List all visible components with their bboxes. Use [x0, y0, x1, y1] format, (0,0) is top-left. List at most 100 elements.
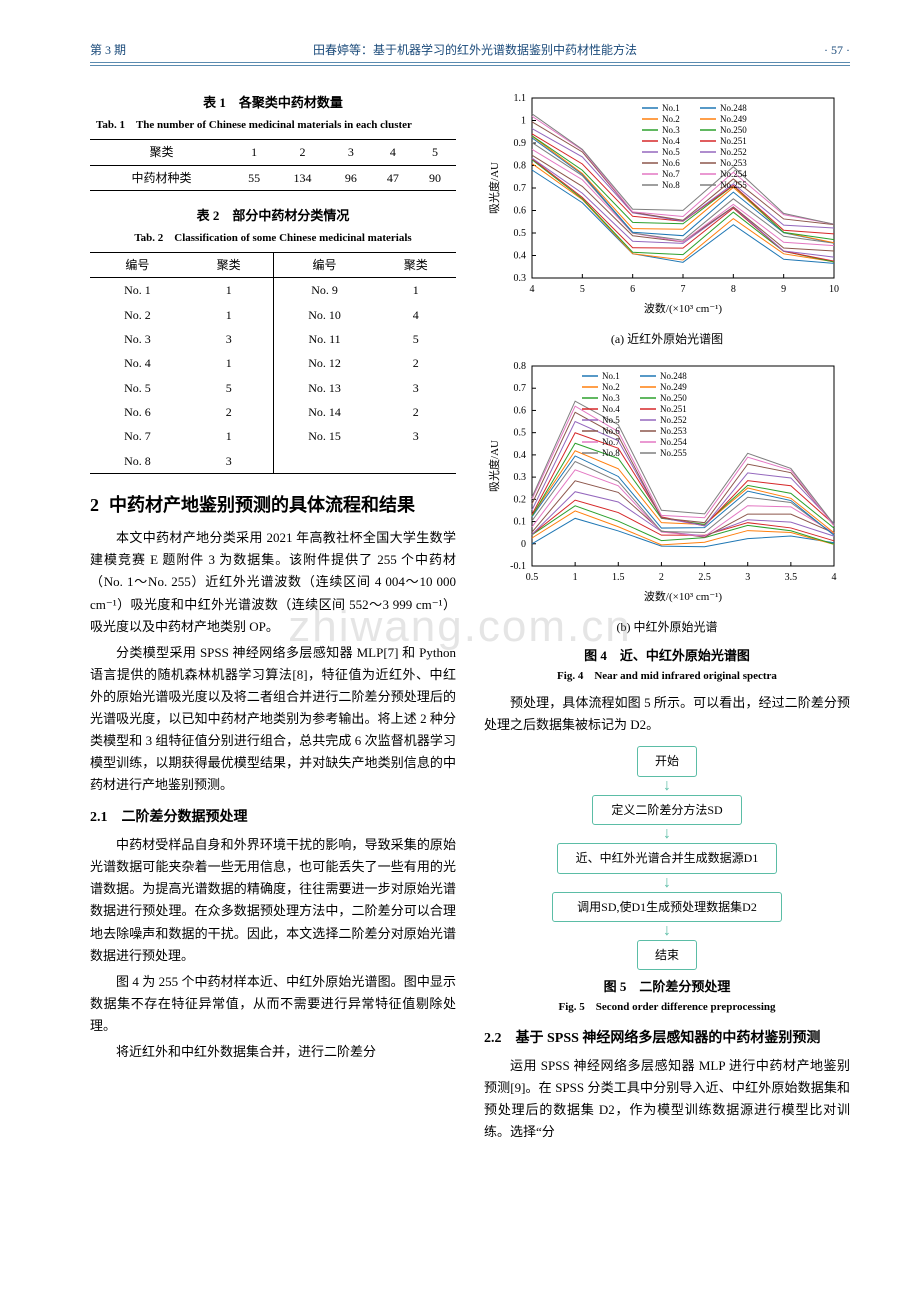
svg-text:0.8: 0.8	[514, 361, 527, 372]
svg-text:No.1: No.1	[662, 103, 680, 113]
running-header: 第 3 期 田春婷等：基于机器学习的红外光谱数据鉴别中药材性能方法 · 57 ·	[90, 40, 850, 63]
flow-arrow-icon: ↓	[484, 826, 850, 842]
svg-text:7: 7	[681, 284, 686, 295]
running-title: 田春婷等：基于机器学习的红外光谱数据鉴别中药材性能方法	[313, 40, 637, 60]
svg-text:0.9: 0.9	[514, 138, 527, 149]
table1-r0c1: 55	[233, 165, 275, 190]
svg-text:No.249: No.249	[720, 114, 747, 124]
fig5-caption-en: Fig. 5 Second order difference preproces…	[484, 998, 850, 1017]
svg-text:No.250: No.250	[720, 125, 747, 135]
subsection-2-1-heading: 2.1 二阶差分数据预处理	[90, 806, 456, 830]
svg-text:No.253: No.253	[660, 426, 687, 436]
svg-text:No.248: No.248	[720, 103, 747, 113]
svg-text:2: 2	[659, 572, 664, 583]
svg-text:吸光度/AU: 吸光度/AU	[487, 162, 501, 214]
svg-text:No.4: No.4	[662, 136, 680, 146]
table1-r0c0: 中药材种类	[90, 165, 233, 190]
table1-h1: 1	[233, 140, 275, 165]
svg-text:No.255: No.255	[660, 448, 687, 458]
svg-text:1: 1	[573, 572, 578, 583]
fig5-caption-cn: 图 5 二阶差分预处理	[484, 976, 850, 998]
flow-arrow-icon: ↓	[484, 923, 850, 939]
svg-text:No.7: No.7	[662, 169, 680, 179]
right-p1: 预处理，具体流程如图 5 所示。可以看出，经过二阶差分预处理之后数据集被标记为 …	[484, 692, 850, 736]
header-rule	[90, 65, 850, 66]
table2-title-cn: 表 2 部分中药材分类情况	[90, 205, 456, 227]
table1-h2: 2	[275, 140, 330, 165]
table1-h0: 聚类	[90, 140, 233, 165]
svg-text:No.8: No.8	[662, 180, 680, 190]
svg-text:0.2: 0.2	[514, 494, 527, 505]
svg-text:波数/(×10³ cm⁻¹): 波数/(×10³ cm⁻¹)	[644, 302, 723, 315]
table2: 编号聚类No. 11No. 21No. 33No. 41No. 55No. 62…	[90, 252, 456, 475]
svg-text:8: 8	[731, 284, 736, 295]
section-2-heading: 2中药材产地鉴别预测的具体流程和结果	[90, 492, 456, 519]
svg-text:1.1: 1.1	[514, 93, 527, 104]
table1-r0c2: 134	[275, 165, 330, 190]
svg-text:1.5: 1.5	[612, 572, 625, 583]
svg-text:0.7: 0.7	[514, 183, 527, 194]
flow-arrow-icon: ↓	[484, 875, 850, 891]
svg-text:No.3: No.3	[602, 393, 620, 403]
svg-text:4: 4	[530, 284, 535, 295]
svg-text:No.5: No.5	[662, 147, 680, 157]
sec21-p2: 图 4 为 255 个中药材样本近、中红外原始光谱图。图中显示数据集不存在特征异…	[90, 971, 456, 1037]
svg-text:No.251: No.251	[720, 136, 747, 146]
svg-text:2.5: 2.5	[698, 572, 711, 583]
svg-text:0.4: 0.4	[514, 450, 527, 461]
svg-text:No.251: No.251	[660, 404, 687, 414]
svg-text:0.4: 0.4	[514, 251, 527, 262]
table1-r0c5: 90	[414, 165, 456, 190]
left-column: 表 1 各聚类中药材数量 Tab. 1 The number of Chines…	[90, 86, 456, 1147]
svg-text:0.3: 0.3	[514, 472, 527, 483]
table2-left: 编号聚类No. 11No. 21No. 33No. 41No. 55No. 62…	[90, 252, 273, 475]
svg-text:No.2: No.2	[602, 382, 620, 392]
fig4b-subcaption: (b) 中红外原始光谱	[484, 617, 850, 637]
table1-r0c4: 47	[372, 165, 414, 190]
sec22-p1: 运用 SPSS 神经网络多层感知器 MLP 进行中药材产地鉴别预测[9]。在 S…	[484, 1055, 850, 1143]
svg-text:No.2: No.2	[662, 114, 680, 124]
svg-text:0.5: 0.5	[526, 572, 539, 583]
sec2-p2: 分类模型采用 SPSS 神经网络多层感知器 MLP[7] 和 Python 语言…	[90, 642, 456, 797]
table2-right: 编号聚类No. 91No. 104No. 115No. 122No. 133No…	[273, 252, 457, 475]
section-2-num: 2	[90, 495, 99, 515]
sec21-p3: 将近红外和中红外数据集合并，进行二阶差分	[90, 1041, 456, 1063]
svg-text:No.249: No.249	[660, 382, 687, 392]
svg-text:No.252: No.252	[720, 147, 747, 157]
table1-r0c3: 96	[330, 165, 372, 190]
svg-text:1: 1	[521, 116, 526, 127]
svg-text:No.5: No.5	[602, 415, 620, 425]
table1-title-cn: 表 1 各聚类中药材数量	[90, 92, 456, 114]
right-column: 456789100.30.40.50.60.70.80.911.1波数/(×10…	[484, 86, 850, 1147]
svg-text:3: 3	[745, 572, 750, 583]
sec21-p1: 中药材受样品自身和外界环境干扰的影响，导致采集的原始光谱数据可能夹杂着一些无用信…	[90, 834, 456, 967]
svg-text:0.1: 0.1	[514, 516, 527, 527]
flow-node: 近、中红外光谱合并生成数据源D1	[557, 843, 777, 873]
svg-text:0.6: 0.6	[514, 206, 527, 217]
table1-h5: 5	[414, 140, 456, 165]
fig4-caption-en: Fig. 4 Near and mid infrared original sp…	[484, 667, 850, 686]
fig4-caption-cn: 图 4 近、中红外原始光谱图	[484, 645, 850, 667]
svg-text:No.3: No.3	[662, 125, 680, 135]
svg-text:6: 6	[630, 284, 635, 295]
svg-text:No.254: No.254	[720, 169, 747, 179]
svg-text:波数/(×10³ cm⁻¹): 波数/(×10³ cm⁻¹)	[644, 590, 723, 603]
subsection-2-2-heading: 2.2 基于 SPSS 神经网络多层感知器的中药材鉴别预测	[484, 1027, 850, 1051]
svg-text:0.3: 0.3	[514, 273, 527, 284]
sec2-p1: 本文中药材产地分类采用 2021 年高教社杯全国大学生数学建模竞赛 E 题附件 …	[90, 527, 456, 637]
fig4a-subcaption: (a) 近红外原始光谱图	[484, 329, 850, 349]
svg-text:吸光度/AU: 吸光度/AU	[487, 440, 501, 492]
flow-arrow-icon: ↓	[484, 778, 850, 794]
svg-text:0.8: 0.8	[514, 161, 527, 172]
table1-h4: 4	[372, 140, 414, 165]
svg-text:No.248: No.248	[660, 371, 687, 381]
svg-text:0.7: 0.7	[514, 383, 527, 394]
fig4b-chart: 0.511.522.533.54-0.100.10.20.30.40.50.60…	[484, 358, 850, 615]
svg-text:3.5: 3.5	[785, 572, 798, 583]
svg-text:No.254: No.254	[660, 437, 687, 447]
svg-text:No.6: No.6	[662, 158, 680, 168]
fig5-flowchart: 开始↓定义二阶差分方法SD↓近、中红外光谱合并生成数据源D1↓调用SD,使D1生…	[484, 746, 850, 970]
table2-title-en: Tab. 2 Classification of some Chinese me…	[90, 229, 456, 248]
issue-label: 第 3 期	[90, 40, 126, 60]
table1: 聚类12345 中药材种类55134964790	[90, 139, 456, 191]
